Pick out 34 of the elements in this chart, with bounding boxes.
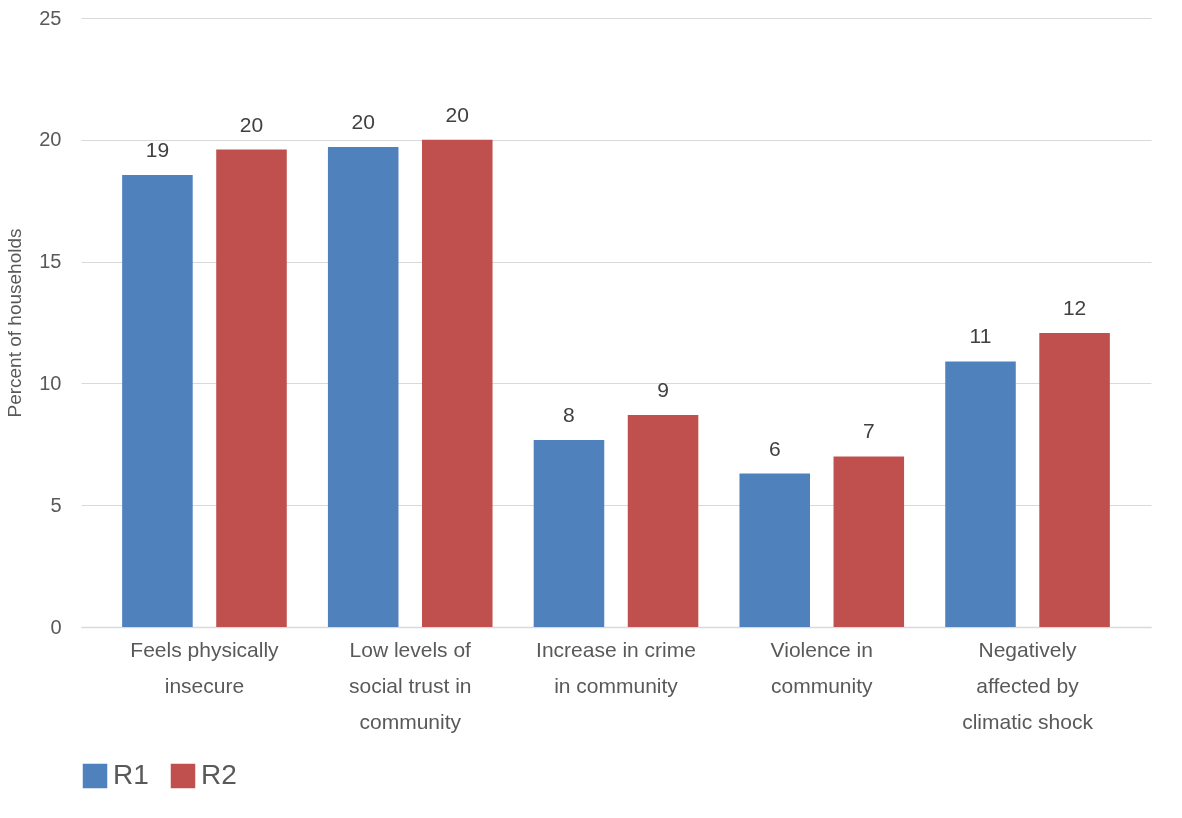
bar [945, 361, 1016, 627]
bar [833, 456, 905, 627]
y-tick-label: 25 [39, 6, 62, 29]
data-label: 20 [445, 102, 469, 126]
bar [327, 147, 399, 627]
bar [533, 439, 605, 627]
data-label: 6 [768, 436, 781, 460]
data-label: 19 [145, 138, 170, 162]
y-tick-label: 0 [50, 615, 62, 638]
y-axis-title: Percent of households [4, 228, 26, 418]
y-tick-label: 5 [50, 493, 62, 516]
bar [739, 473, 811, 627]
bar [1039, 332, 1110, 627]
x-tick-label: Violence in community [770, 637, 874, 697]
x-tick-label: Increase in crime in community [536, 637, 696, 697]
y-tick-label: 15 [39, 250, 62, 273]
data-label: 20 [351, 110, 375, 134]
x-tick-label: Low levels of social trust in community [348, 637, 472, 733]
y-tick-label: 20 [39, 128, 62, 151]
bar [122, 175, 193, 627]
legend-label: R1 [113, 759, 149, 790]
data-label: 12 [1062, 295, 1087, 319]
legend-label: R2 [201, 759, 237, 790]
data-label: 8 [563, 402, 575, 426]
data-label: 9 [657, 378, 669, 402]
data-label: 20 [239, 112, 264, 136]
x-tick-label: Feels physically insecure [130, 637, 280, 697]
bar [216, 149, 287, 627]
bar [421, 139, 493, 627]
bar [627, 415, 699, 627]
data-label: 11 [969, 324, 992, 348]
x-tick-label: Negatively affected by climatic shock [962, 637, 1094, 733]
y-tick-label: 10 [39, 371, 62, 394]
data-label: 7 [862, 419, 875, 443]
